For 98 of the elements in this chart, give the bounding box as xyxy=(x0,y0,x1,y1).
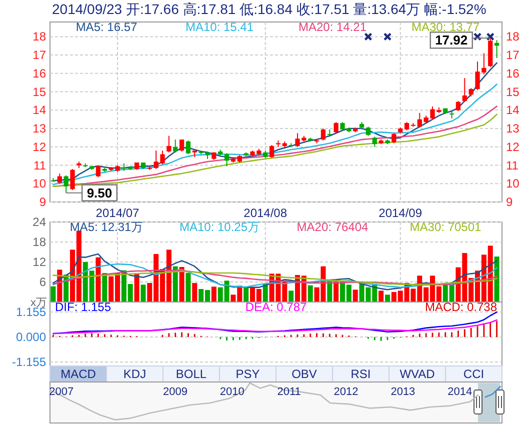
candlestick xyxy=(224,152,230,167)
text: MA10: 10.25万 xyxy=(179,220,260,234)
candlestick xyxy=(334,122,338,134)
y2-tick-label: 18 xyxy=(506,30,519,44)
annotation: 9.50 xyxy=(86,185,112,200)
candlestick xyxy=(64,174,68,194)
tab-button[interactable]: OBV xyxy=(276,366,333,382)
y-axis-title: x万 xyxy=(30,297,47,309)
y-tick-label: 0.000 xyxy=(16,330,46,344)
text: MA5: 16.57 xyxy=(76,20,138,34)
y-tick-label: 12 xyxy=(32,255,46,269)
candlestick xyxy=(96,164,101,178)
y2-tick-label: 12 xyxy=(506,140,519,154)
bar xyxy=(494,256,500,302)
tab-button[interactable]: BOLL xyxy=(162,366,220,382)
tab-button[interactable]: CCI xyxy=(445,366,502,382)
y2-tick-label: 17 xyxy=(506,48,519,62)
y-tick-label: 15 xyxy=(32,84,46,99)
candlestick xyxy=(57,173,62,184)
y-tick-label: 11 xyxy=(34,158,46,172)
bar xyxy=(102,273,108,302)
bar xyxy=(211,286,216,302)
line-series xyxy=(52,253,498,290)
bar xyxy=(384,294,390,302)
x-tick-label: 2014/09 xyxy=(378,206,422,220)
y-tick-label: 17 xyxy=(32,48,46,62)
y-tick-label: 10 xyxy=(32,176,46,191)
candlestick xyxy=(366,126,371,136)
series-label: DIF: 1.155 xyxy=(55,300,112,314)
candlestick xyxy=(186,140,191,155)
bar xyxy=(186,273,191,302)
y-tick-label: 12 xyxy=(32,140,46,154)
candlestick xyxy=(320,128,326,141)
bar xyxy=(244,288,249,302)
candlestick xyxy=(122,162,126,172)
series-label: DEA: 0.787 xyxy=(245,300,308,314)
tab-button[interactable]: MACD xyxy=(50,366,107,382)
candlestick xyxy=(269,144,274,158)
y-tick-label: 13 xyxy=(32,122,46,136)
y2-tick-label: 11 xyxy=(506,158,519,172)
tab-button[interactable]: PSY xyxy=(219,366,276,382)
bar xyxy=(288,290,294,302)
x-tick-label: 2012 xyxy=(334,386,358,398)
x-tick-label: 2014/08 xyxy=(244,206,288,220)
x-tick-label: 2010 xyxy=(220,386,244,398)
candlestick xyxy=(372,136,377,148)
candlestick xyxy=(462,78,467,102)
text: MA10: 15.41 xyxy=(185,20,254,34)
text: MA20: 76404 xyxy=(296,220,369,234)
text: MA5: 12.31万 xyxy=(70,220,144,234)
tab-button[interactable]: RSI xyxy=(332,366,390,382)
bar xyxy=(192,283,198,302)
y-tick-label: 14 xyxy=(32,103,46,118)
bar xyxy=(308,285,313,302)
x-tick-label: 2007 xyxy=(49,386,74,398)
series-label: MACD: 0.738 xyxy=(424,300,498,314)
bar xyxy=(172,266,178,302)
chart-title: 2014/09/23 开:17.66 高:17.81 低:16.84 收:17.51 量:13.64万 幅:-1.52% xyxy=(52,1,486,17)
bar xyxy=(352,290,358,302)
line-series xyxy=(52,319,498,334)
candlestick xyxy=(166,135,172,153)
line-series xyxy=(52,84,498,186)
text: MA30: 70501 xyxy=(410,220,482,234)
x-tick-label: 2013 xyxy=(390,386,416,398)
y2-tick-label: 10 xyxy=(506,176,519,191)
y-tick-label: 24 xyxy=(32,215,46,229)
y-tick-label: 16 xyxy=(32,66,46,80)
candlestick xyxy=(456,100,461,112)
y2-tick-label: 9 xyxy=(506,195,513,209)
text: MA20: 14.21 xyxy=(298,20,367,34)
bar xyxy=(140,284,146,302)
candlestick xyxy=(392,132,396,144)
tab-button[interactable]: KDJ xyxy=(106,366,164,382)
candlestick xyxy=(179,139,184,152)
x-tick-label: 2009 xyxy=(162,386,188,398)
y-tick-label: 9 xyxy=(39,195,46,209)
tab-button[interactable]: WVAD xyxy=(388,366,446,382)
y-tick-label: -1.155 xyxy=(12,355,46,369)
text: MA30: 13.77 xyxy=(411,20,480,34)
y2-tick-label: 16 xyxy=(506,66,519,80)
y2-tick-label: 14 xyxy=(506,103,519,118)
candlestick xyxy=(417,112,422,128)
y-tick-label: 6 xyxy=(39,275,46,289)
candlestick xyxy=(449,110,454,119)
bar xyxy=(50,286,56,302)
y-tick-label: 18 xyxy=(32,235,46,249)
x-tick-label: 2011 xyxy=(277,386,301,398)
x-tick-label: 2014 xyxy=(448,386,472,398)
x-tick-label: 2014/07 xyxy=(96,206,140,220)
candlestick xyxy=(70,168,75,191)
candlestick xyxy=(173,139,178,153)
y-tick-label: 18 xyxy=(32,30,46,44)
bar xyxy=(378,290,384,302)
annotation: 17.92 xyxy=(435,32,468,48)
y2-tick-label: 15 xyxy=(506,84,519,99)
line-series xyxy=(52,263,498,288)
y2-tick-label: 13 xyxy=(506,122,519,136)
bar xyxy=(96,257,101,302)
